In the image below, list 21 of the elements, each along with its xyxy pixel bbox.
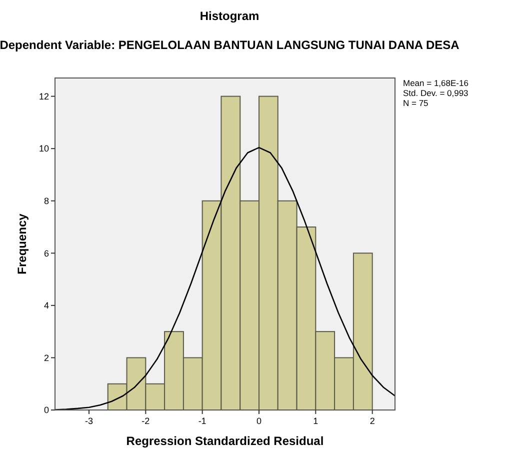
text: Std. Dev. = 0,993: [403, 88, 469, 98]
text: N = 75: [403, 98, 429, 108]
y-tick-label: 2: [44, 352, 49, 363]
y-tick-label: 6: [44, 248, 49, 258]
x-tick-label: 1: [313, 416, 318, 426]
y-tick-label: 10: [38, 144, 49, 154]
y-tick-label: 8: [44, 196, 49, 206]
y-axis-title: Frequency: [15, 213, 29, 274]
y-tick-label: 12: [38, 91, 49, 102]
x-tick-label: -1: [198, 416, 206, 426]
chart-subtitle: Dependent Variable: PENGELOLAAN BANTUAN LANGSUNG TUNAI DANA DESA: [0, 38, 460, 52]
x-tick-label: 0: [256, 416, 262, 426]
x-tick-label: -3: [84, 416, 94, 426]
x-tick-label: -2: [142, 416, 150, 426]
y-tick-label: 4: [44, 300, 49, 311]
text: Mean = 1,68E-16: [403, 78, 469, 88]
x-axis-title: Regression Standardized Residual: [126, 434, 324, 448]
x-tick-label: 2: [370, 416, 375, 426]
chart-title: Histogram: [200, 9, 260, 23]
y-tick-label: 0: [44, 405, 49, 416]
line-series: [55, 146, 395, 410]
